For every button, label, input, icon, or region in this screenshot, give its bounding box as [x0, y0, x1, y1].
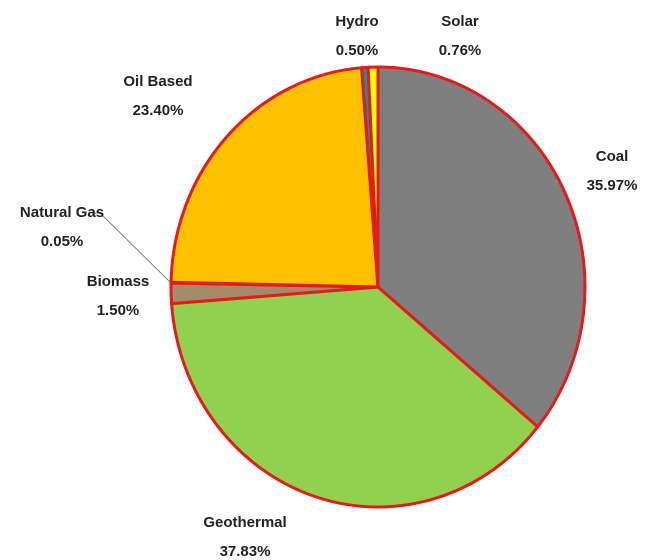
slice-value-label: 35.97% [587, 177, 638, 194]
slice-label: Hydro [335, 13, 378, 30]
slice-value-label: 23.40% [133, 102, 184, 119]
slice-label: Biomass [87, 273, 150, 290]
slice-label: Coal [596, 148, 629, 165]
slice-value-label: 37.83% [220, 543, 271, 560]
slice-value-label: 0.05% [41, 233, 84, 250]
pie-slice [169, 66, 380, 289]
slice-label: Oil Based [123, 73, 192, 90]
pie-slice [376, 65, 587, 429]
pie-slice [366, 65, 380, 289]
slice-value-label: 0.50% [336, 42, 379, 59]
slice-value-label: 0.76% [439, 42, 482, 59]
slice-value-label: 1.50% [97, 302, 140, 319]
slice-label: Solar [441, 13, 479, 30]
leader-line [92, 212, 171, 283]
slice-label: Geothermal [203, 514, 286, 531]
pie-slice [170, 285, 540, 509]
slice-label: Natural Gas [20, 204, 104, 221]
